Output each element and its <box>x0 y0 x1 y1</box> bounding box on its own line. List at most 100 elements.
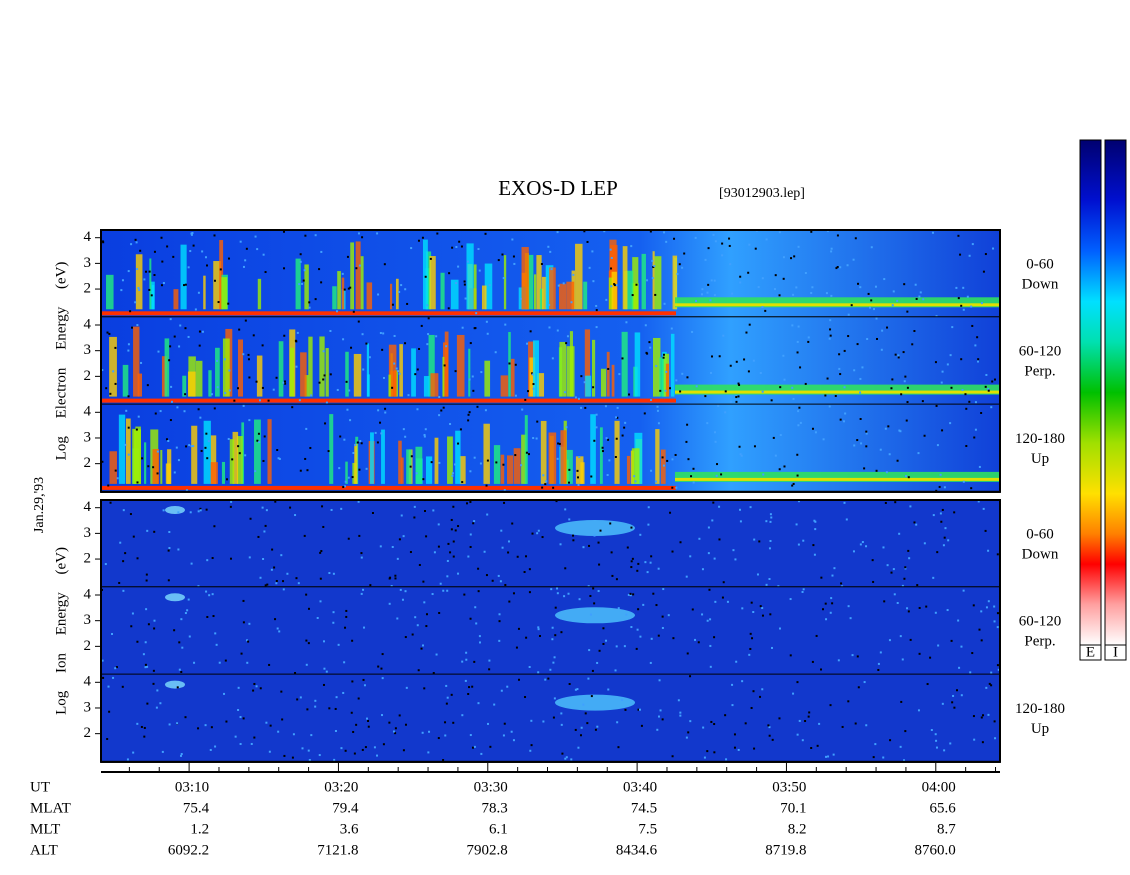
noise-dot <box>907 610 910 613</box>
noise-dot <box>768 547 771 550</box>
noise-dot <box>590 475 593 478</box>
noise-dot <box>228 369 231 372</box>
noise-dot <box>525 451 528 454</box>
noise-dot <box>644 561 647 564</box>
noise-dot <box>168 359 171 362</box>
noise-dot <box>737 382 740 385</box>
noise-dot <box>484 409 487 412</box>
noise-dot <box>529 330 532 333</box>
noise-dot <box>893 593 896 596</box>
noise-dot <box>799 366 802 369</box>
spectrum-feature <box>500 454 505 484</box>
noise-dot <box>764 309 767 312</box>
noise-dot <box>646 352 649 355</box>
pitch-label: 120-180 <box>1015 701 1065 717</box>
noise-dot <box>813 519 816 522</box>
noise-dot <box>229 557 232 560</box>
noise-dot <box>870 299 873 302</box>
noise-dot <box>421 731 424 734</box>
noise-dot <box>354 444 357 447</box>
noise-dot <box>824 394 827 397</box>
noise-dot <box>689 675 692 678</box>
noise-dot <box>282 381 285 384</box>
noise-dot <box>847 313 850 316</box>
noise-dot <box>751 637 754 640</box>
noise-dot <box>489 745 492 748</box>
noise-dot <box>824 602 827 605</box>
noise-dot <box>761 607 764 610</box>
noise-dot <box>935 404 938 407</box>
noise-dot <box>602 642 605 645</box>
noise-dot <box>675 486 678 489</box>
noise-dot <box>213 279 216 282</box>
noise-dot <box>445 684 448 687</box>
noise-dot <box>621 434 624 437</box>
noise-dot <box>716 463 719 466</box>
noise-dot <box>807 340 810 343</box>
noise-dot <box>325 670 328 673</box>
noise-dot <box>555 500 558 503</box>
noise-dot <box>656 409 659 412</box>
noise-dot <box>121 685 124 688</box>
noise-dot <box>572 273 575 276</box>
noise-dot <box>122 509 125 512</box>
noise-dot <box>743 358 746 361</box>
noise-dot <box>886 564 889 567</box>
noise-dot <box>309 446 312 449</box>
noise-dot <box>503 488 506 491</box>
noise-dot <box>167 549 170 552</box>
noise-dot <box>798 719 801 722</box>
noise-dot <box>178 345 181 348</box>
noise-dot <box>464 297 467 300</box>
noise-dot <box>829 328 832 331</box>
spectrum-feature <box>675 384 1000 395</box>
noise-dot <box>166 245 169 248</box>
noise-dot <box>298 399 301 402</box>
noise-dot <box>846 264 849 267</box>
noise-dot <box>213 525 216 528</box>
x-tick-label: 03:20 <box>324 779 358 795</box>
noise-dot <box>985 686 988 689</box>
noise-dot <box>640 724 643 727</box>
noise-dot <box>724 714 727 717</box>
row-value: 78.3 <box>482 800 508 816</box>
noise-dot <box>418 563 421 566</box>
y-tick-label: 2 <box>84 550 92 566</box>
noise-dot <box>968 400 971 403</box>
noise-dot <box>815 634 818 637</box>
noise-dot <box>109 501 112 504</box>
noise-dot <box>272 388 275 391</box>
noise-dot <box>463 280 466 283</box>
noise-dot <box>607 367 610 370</box>
noise-dot <box>935 315 938 318</box>
spectrum-feature <box>398 440 402 484</box>
noise-dot <box>175 446 178 449</box>
noise-dot <box>541 536 544 539</box>
noise-dot <box>402 535 405 538</box>
noise-dot <box>565 756 568 759</box>
noise-dot <box>283 267 286 270</box>
noise-dot <box>371 511 374 514</box>
spectrum-feature <box>381 429 385 484</box>
noise-dot <box>459 428 462 431</box>
noise-dot <box>630 566 633 569</box>
noise-dot <box>357 232 360 235</box>
noise-dot <box>501 546 504 549</box>
noise-dot <box>335 696 338 699</box>
noise-dot <box>767 724 770 727</box>
spectrum-feature <box>621 331 628 397</box>
spectrum-feature <box>583 281 588 310</box>
noise-dot <box>718 355 721 358</box>
noise-dot <box>498 620 501 623</box>
spectrum-feature <box>611 364 615 397</box>
noise-dot <box>384 411 387 414</box>
spectrum-feature <box>428 334 435 397</box>
noise-dot <box>176 722 179 725</box>
noise-dot <box>808 711 811 714</box>
noise-dot <box>691 330 694 333</box>
noise-dot <box>145 608 148 611</box>
spectrum-feature <box>484 360 491 397</box>
noise-dot <box>529 749 532 752</box>
noise-dot <box>350 711 353 714</box>
noise-dot <box>639 533 642 536</box>
